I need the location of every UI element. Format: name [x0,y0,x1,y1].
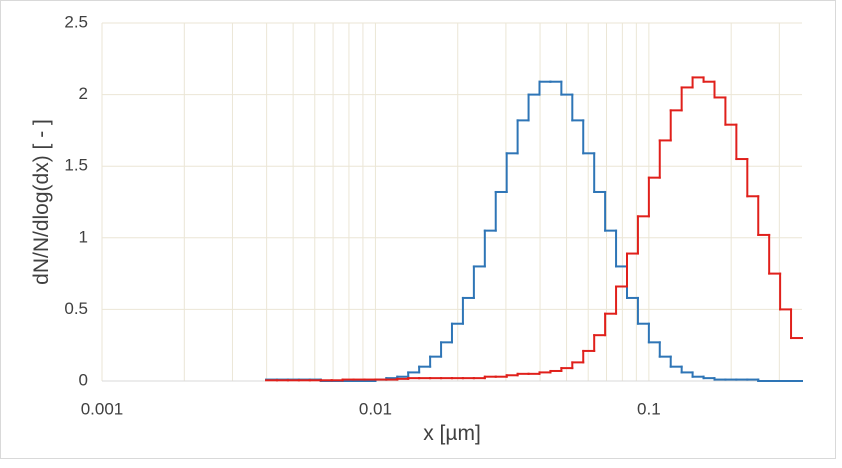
plot-area [265,76,803,382]
y-axis-label: dN/N/dlog(dx) [ - ] [30,119,53,285]
x-axis-label: x [µm] [423,422,481,445]
x-tick-label: 0.1 [637,399,661,418]
y-tick-label: 2 [79,84,88,103]
y-tick-label: 2.5 [64,12,88,31]
y-tick-label: 0 [79,370,88,389]
y-tick-label: 0.5 [64,299,88,318]
y-tick-label: 1.5 [64,156,88,175]
x-tick-label: 0.01 [359,399,392,418]
chart-border [0,0,836,459]
grid [101,22,802,382]
x-tick-label: 0.001 [81,399,124,418]
y-tick-label: 1 [79,227,88,246]
